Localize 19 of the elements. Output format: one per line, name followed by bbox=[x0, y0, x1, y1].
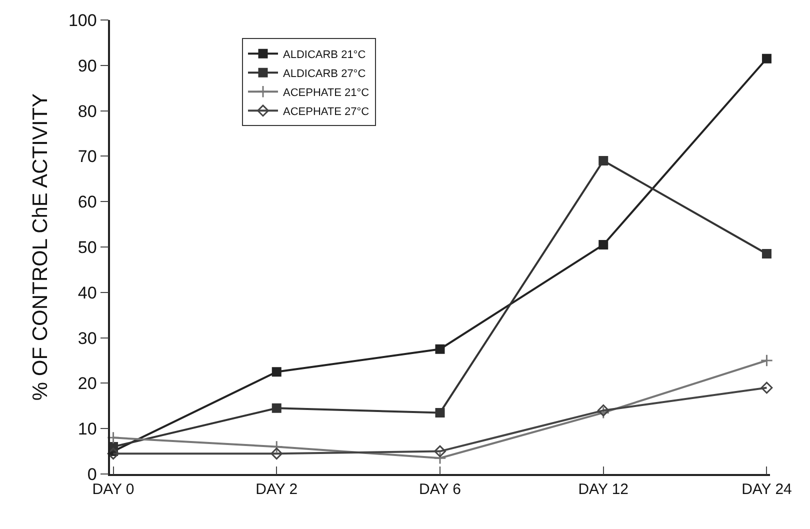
y-tick-label: 70 bbox=[78, 147, 97, 166]
y-tick-label: 10 bbox=[78, 420, 97, 439]
y-tick-label: 60 bbox=[78, 192, 97, 212]
y-tick-label: 100 bbox=[68, 10, 97, 30]
x-tick-label: DAY 2 bbox=[256, 480, 298, 498]
legend-label: ALDICARB 27°C bbox=[283, 68, 366, 80]
y-tick-label: 30 bbox=[78, 328, 97, 348]
x-tick-label: DAY 6 bbox=[419, 480, 461, 498]
y-tick-label: 40 bbox=[78, 283, 97, 302]
y-tick-label: 80 bbox=[78, 102, 97, 121]
y-tick-label: 50 bbox=[78, 238, 97, 257]
legend-label: ACEPHATE 21°C bbox=[283, 86, 370, 99]
x-tick-label: DAY 24 bbox=[742, 480, 792, 498]
y-tick-label: 20 bbox=[78, 374, 97, 394]
y-tick-label: 90 bbox=[78, 56, 97, 76]
x-tick-label: DAY 12 bbox=[578, 480, 629, 498]
y-axis-title: % OF CONTROL ChE ACTIVITY bbox=[29, 93, 52, 401]
legend-label: ALDICARB 21°C bbox=[283, 48, 366, 61]
legend-label: ACEPHATE 27°C bbox=[283, 106, 370, 118]
